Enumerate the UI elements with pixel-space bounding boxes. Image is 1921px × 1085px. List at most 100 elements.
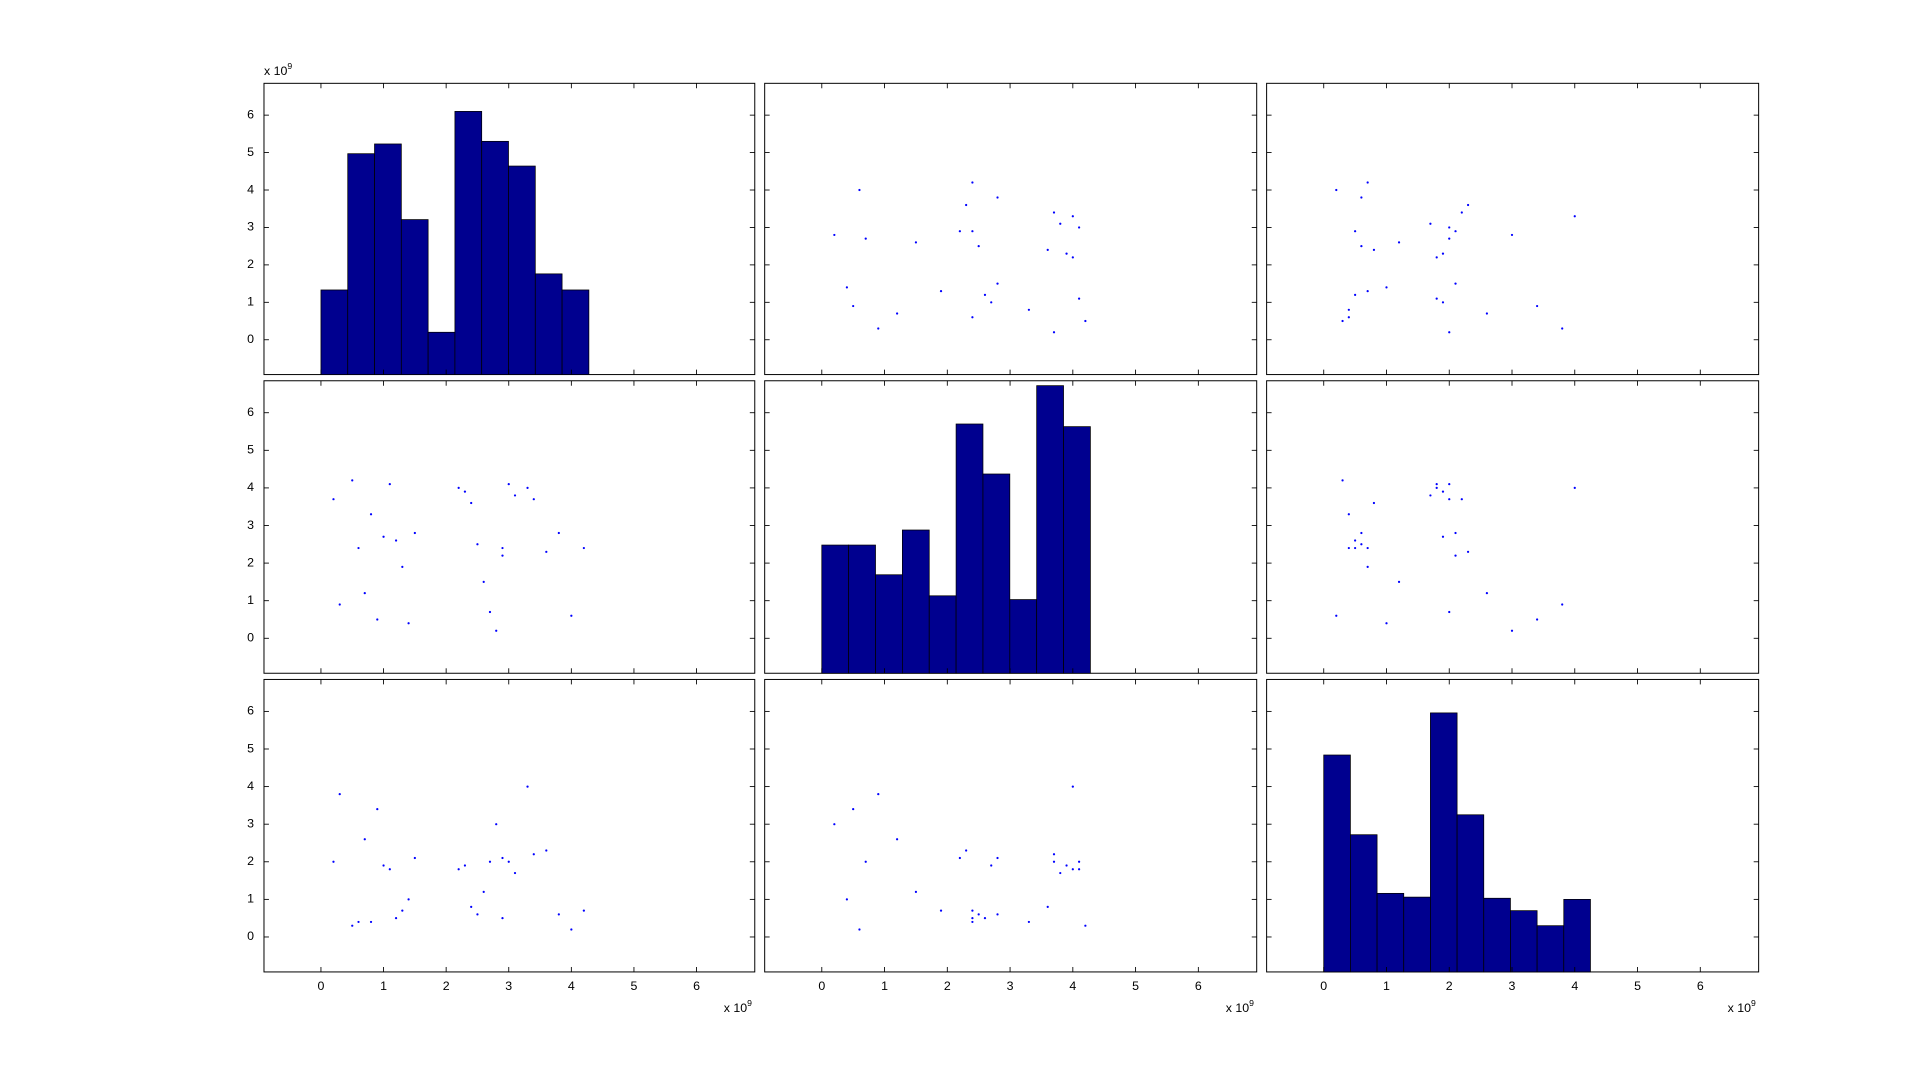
scatter-point: [895, 838, 899, 841]
scatter-point: [513, 494, 517, 497]
x-tick-label: 1: [881, 979, 888, 993]
scatter-point: [545, 849, 548, 852]
y-tick-label: 5: [247, 145, 254, 159]
scatter-point: [1059, 222, 1062, 225]
scatter-point: [1071, 256, 1074, 259]
histogram-bar: [508, 165, 536, 375]
scatter-point: [501, 546, 504, 550]
scatter-point: [1485, 312, 1489, 315]
scatter-point: [1561, 603, 1564, 606]
exponent-label: x 109: [264, 62, 292, 79]
scatter-point: [363, 592, 366, 595]
scatter-point: [338, 792, 341, 796]
scatter-point: [1385, 286, 1388, 289]
x-tick-label: 4: [1571, 979, 1578, 993]
scatter-point: [376, 808, 379, 811]
scatter-point: [1052, 853, 1056, 856]
scatter-point: [1535, 304, 1539, 308]
axes-frame: [764, 678, 1258, 973]
x-tick-label: 6: [693, 979, 700, 993]
scatter-point: [1435, 297, 1438, 300]
histogram-bar: [561, 289, 590, 375]
scatter-point: [338, 603, 341, 606]
scatter-point: [1535, 618, 1539, 621]
scatter-point: [1052, 331, 1056, 334]
scatter-point: [864, 860, 867, 863]
scatter-point: [1454, 230, 1457, 233]
y-tick-label: 5: [247, 443, 254, 457]
scatter-point: [1510, 233, 1514, 237]
scatter-point: [457, 486, 460, 490]
axes-frame: [1266, 380, 1760, 674]
y-tick-label: 3: [247, 816, 254, 830]
scatter-point: [495, 629, 498, 632]
y-tick-label: 0: [247, 332, 254, 346]
scatter-point: [1448, 483, 1451, 486]
scatter-point: [1052, 860, 1056, 863]
x-tick-label: 4: [568, 979, 575, 993]
scatter-point: [1366, 546, 1369, 550]
y-tick-label: 4: [247, 779, 254, 793]
exponent-label: x 109: [724, 998, 752, 1015]
scatter-point: [845, 286, 849, 289]
exponent-base: x 10: [1226, 1001, 1250, 1015]
scatter-point: [1360, 196, 1363, 199]
scatter-point: [1071, 868, 1074, 871]
histogram-bar: [1009, 599, 1038, 674]
histogram-bar: [848, 544, 876, 674]
histogram-bar: [821, 544, 850, 674]
scatter-point: [996, 856, 999, 860]
x-tick-label: 0: [1320, 979, 1327, 993]
scatter-point: [983, 917, 987, 920]
scatter-point: [1429, 222, 1432, 225]
scatter-point: [507, 483, 510, 486]
histogram-bar: [1483, 897, 1511, 973]
scatter-point: [388, 483, 391, 486]
exponent-label: x 109: [1226, 998, 1254, 1015]
scatter-point: [1366, 565, 1369, 568]
y-tick-label: 3: [247, 518, 254, 532]
axes-frame: [263, 380, 756, 674]
scatter-point: [376, 618, 379, 621]
scatter-point: [1561, 327, 1564, 330]
axes-frame: [1266, 82, 1760, 376]
scatter-point: [1360, 543, 1363, 546]
scatter-point: [939, 909, 943, 912]
scatter-point: [488, 610, 492, 614]
scatter-point: [1441, 535, 1445, 538]
histogram-bar: [1456, 814, 1485, 973]
subplot: 0 1 2 3 4 5 6: [247, 380, 756, 674]
scatter-point: [1341, 479, 1344, 482]
scatter-point: [996, 196, 999, 199]
histogram-bar: [374, 143, 402, 375]
scatter-point: [858, 928, 861, 931]
scatter-point: [1052, 211, 1056, 214]
exponent-power: 9: [287, 62, 292, 72]
scatter-point: [914, 890, 918, 893]
axes-frame: [764, 82, 1258, 376]
histogram-bar: [347, 153, 375, 375]
scatter-point: [1065, 864, 1068, 867]
scatter-point: [1454, 531, 1457, 535]
x-tick-label: 5: [1634, 979, 1641, 993]
scatter-point: [482, 890, 485, 893]
scatter-point: [482, 580, 485, 584]
scatter-point: [939, 289, 943, 293]
scatter-point: [845, 898, 849, 901]
histogram-bar: [875, 574, 903, 674]
scatter-point: [507, 860, 510, 863]
scatter-point: [1448, 237, 1451, 240]
x-tick-label: 0: [818, 979, 825, 993]
scatter-point: [332, 498, 335, 501]
scatter-point: [983, 293, 987, 296]
scatter-point: [476, 543, 479, 546]
histogram-bar: [320, 289, 349, 375]
scatter-point: [971, 909, 974, 912]
scatter-point: [1347, 513, 1350, 516]
exponent-base: x 10: [1728, 1001, 1752, 1015]
y-tick-label: 4: [247, 480, 254, 494]
y-tick-label: 2: [247, 854, 254, 868]
histogram-bar: [534, 273, 563, 375]
scatter-point: [833, 233, 836, 237]
scatter-point: [557, 531, 560, 535]
